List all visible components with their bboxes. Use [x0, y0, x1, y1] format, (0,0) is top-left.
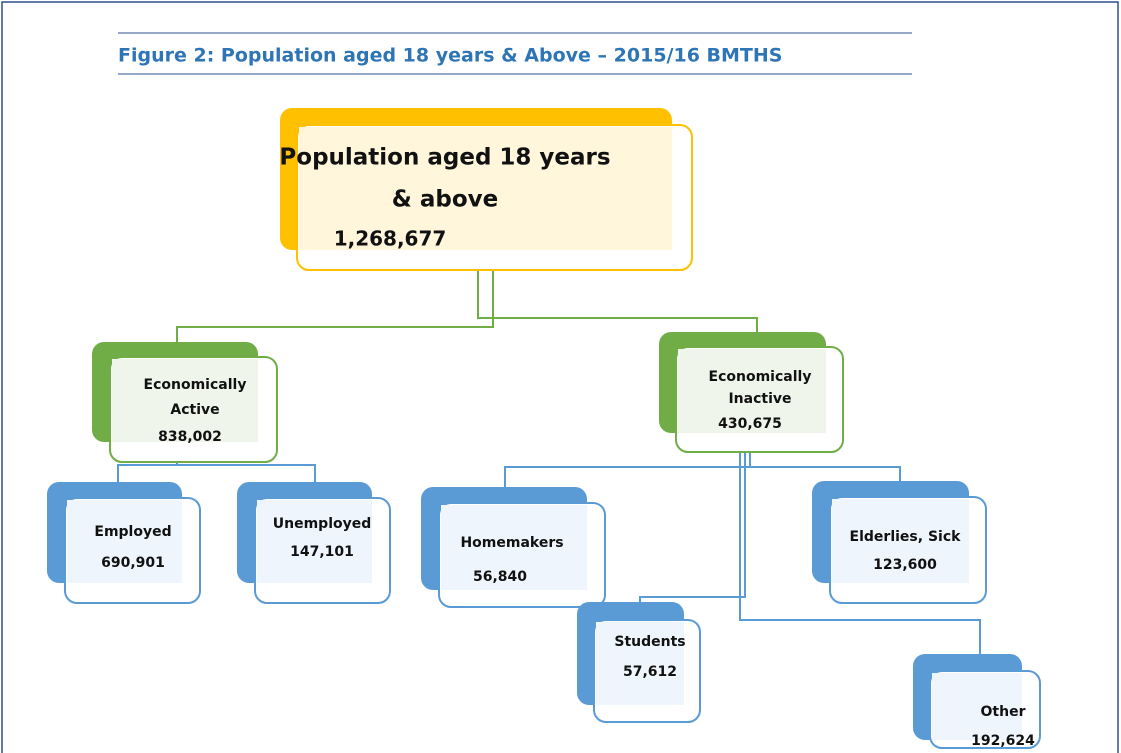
node-label: Unemployed [273, 516, 372, 532]
node-label: Homemakers [460, 535, 563, 551]
node-label: Employed [94, 524, 171, 540]
node-label: Students [614, 634, 685, 650]
node-fill [67, 500, 182, 583]
connector [639, 433, 746, 602]
node-label: Other [981, 704, 1026, 720]
title: Figure 2: Population aged 18 years & Abo… [118, 45, 782, 67]
node-fill [932, 673, 1022, 740]
node-value: 430,675 [718, 416, 782, 432]
connector [177, 464, 316, 482]
node-value: 57,612 [623, 664, 677, 680]
node-value: 192,624 [971, 733, 1035, 749]
node-fill [299, 127, 672, 250]
node-value: 1,268,677 [334, 227, 447, 251]
node-value: 56,840 [473, 569, 527, 585]
node-value: 838,002 [158, 429, 222, 445]
node-value: 690,901 [101, 555, 165, 571]
node-fill [678, 349, 826, 433]
node-label: Elderlies, Sick [850, 529, 962, 545]
node-label: Inactive [728, 391, 791, 407]
node-label: Active [170, 402, 219, 418]
node-fill [441, 505, 587, 590]
node-fill [257, 500, 372, 583]
node-label: Economically [709, 369, 812, 385]
connector [739, 433, 981, 654]
node-label: & above [392, 187, 498, 213]
node-value: 123,600 [873, 557, 937, 573]
node-label: Economically [144, 377, 247, 393]
node-fill [112, 359, 258, 442]
connector [176, 250, 494, 342]
node-value: 147,101 [290, 544, 354, 560]
connector [477, 250, 758, 332]
node-fill [596, 622, 684, 705]
node-label: Population aged 18 years [279, 145, 610, 171]
node-fill [832, 499, 969, 583]
connector [750, 466, 901, 481]
